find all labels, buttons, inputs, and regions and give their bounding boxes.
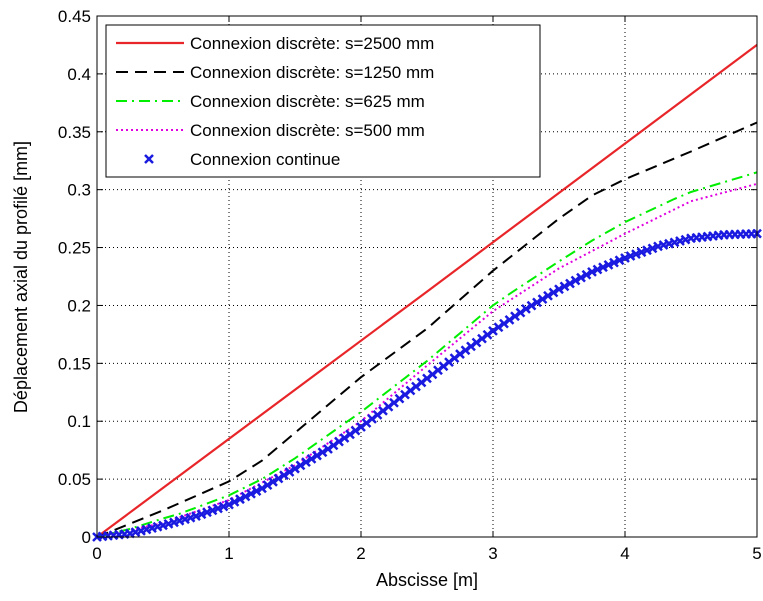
series-marker [290, 463, 300, 474]
series-marker [488, 326, 498, 336]
series-marker [526, 300, 537, 311]
x-tick-label: 2 [356, 544, 365, 563]
series-marker [251, 486, 262, 496]
series-marker [273, 473, 284, 484]
series-marker [268, 476, 278, 487]
series-marker [279, 470, 289, 481]
plot-area-frame [96, 15, 758, 538]
series-marker [240, 491, 251, 502]
series-marker [284, 467, 295, 477]
series-marker [323, 444, 333, 454]
series-marker [510, 311, 520, 322]
series-line [96, 44, 758, 538]
y-axis-label: Déplacement axial du profilé [mm] [11, 141, 31, 413]
series-marker [493, 322, 504, 333]
series-marker [581, 269, 592, 280]
series-3 [96, 171, 758, 538]
y-tick-label: 0.4 [67, 65, 91, 84]
series-marker [257, 483, 267, 494]
series-line [96, 121, 758, 538]
y-tick-label: 0.05 [58, 470, 91, 489]
y-tick-label: 0.1 [67, 412, 91, 431]
series-marker [554, 284, 564, 295]
series-layer [92, 44, 762, 542]
series-marker [350, 425, 361, 436]
legend-item: Connexion discrète: s=1250 mm [116, 63, 434, 82]
series-marker [587, 266, 597, 277]
series-marker [521, 304, 531, 314]
legend-item: Connexion discrète: s=500 mm [116, 121, 425, 140]
series-marker [246, 488, 256, 499]
series-marker [499, 318, 509, 329]
y-tick-label: 0.25 [58, 239, 91, 258]
series-marker [559, 281, 570, 292]
axis-ticks: 0 1 2 3 4 5 0 0.05 0.1 0.15 0.2 0.25 0.3 0.35 0.4 0.45 [58, 7, 762, 563]
series-marker [345, 429, 355, 440]
legend-label: Connexion continue [190, 150, 340, 169]
legend-label: Connexion discrète: s=625 mm [190, 92, 425, 111]
legend-marker [144, 154, 154, 164]
legend-label: Connexion discrète: s=1250 mm [190, 63, 434, 82]
series-marker [312, 450, 322, 461]
legend-label: Connexion discrète: s=2500 mm [190, 34, 434, 53]
y-tick-label: 0.45 [58, 7, 91, 26]
series-1 [96, 44, 758, 538]
series-marker [262, 480, 273, 490]
series-marker [548, 287, 559, 298]
legend: Connexion discrète: s=2500 mm Connexion d… [105, 24, 541, 178]
y-tick-label: 0.3 [67, 181, 91, 200]
series-marker [565, 278, 575, 289]
series-marker [339, 433, 350, 443]
series-marker [532, 297, 542, 308]
x-tick-label: 4 [620, 544, 629, 563]
series-marker [317, 447, 328, 458]
series-4 [96, 182, 758, 538]
series-marker [576, 272, 586, 283]
x-tick-label: 1 [224, 544, 233, 563]
series-marker [504, 315, 515, 325]
series-5 [92, 228, 762, 542]
x-tick-label: 5 [752, 544, 761, 563]
series-marker [537, 294, 548, 304]
series-marker [515, 307, 526, 318]
series-marker [570, 275, 581, 286]
series-line [96, 182, 758, 538]
legend-item: Connexion continue [144, 150, 340, 169]
legend-item: Connexion discrète: s=2500 mm [116, 34, 434, 53]
legend-label: Connexion discrète: s=500 mm [190, 121, 425, 140]
series-marker [614, 255, 625, 266]
series-marker [543, 290, 553, 301]
x-tick-label: 3 [488, 544, 497, 563]
grid-lines [97, 16, 757, 537]
y-tick-label: 0.35 [58, 123, 91, 142]
series-marker [229, 496, 240, 507]
series-marker [609, 257, 619, 268]
series-marker [598, 262, 608, 273]
series-line [96, 171, 758, 538]
series-marker [603, 260, 614, 270]
series-marker [295, 460, 306, 471]
legend-item: Connexion discrète: s=625 mm [116, 92, 425, 111]
series-marker [235, 494, 245, 505]
series-marker [328, 440, 339, 451]
x-tick-label: 0 [92, 544, 101, 563]
y-tick-label: 0 [82, 528, 91, 547]
series-marker [592, 264, 603, 275]
series-marker [224, 499, 234, 510]
series-marker [306, 453, 317, 464]
x-axis-label: Abscisse [m] [376, 570, 478, 590]
y-tick-label: 0.2 [67, 296, 91, 315]
series-marker [334, 436, 344, 447]
y-tick-label: 0.15 [58, 354, 91, 373]
series-2 [96, 121, 758, 538]
series-marker [301, 457, 311, 468]
